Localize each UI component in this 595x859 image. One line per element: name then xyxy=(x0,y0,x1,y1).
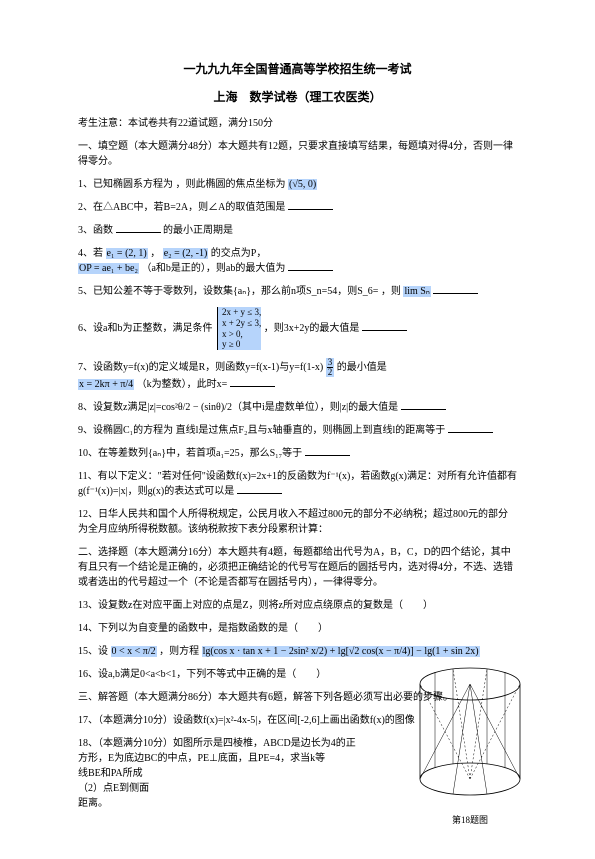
q5-lim: lim Sₙ xyxy=(403,286,430,297)
exam-note: 考生注意：本试卷共有22道试题，满分150分 xyxy=(78,116,517,131)
q4: 4、若 e₁ = (2, 1) ， e₂ = (2, -1) 的交点为P， OP… xyxy=(78,246,517,276)
q18-text-b: 线BE和PA所成 xyxy=(78,768,143,779)
section2-title: 二、选择题（本大题满分16分）本大题共有4题，每题都给出代号为A，B，C，D的四… xyxy=(78,545,517,590)
q6-text-b: ，则3x+2y的最大值是 xyxy=(264,323,360,334)
q6-c2: x + 2y ≤ 3, xyxy=(222,318,261,329)
q12-text-a: 12、日华人民共和国个人所得税规定，公民月收入不超过800元的部分不必纳税；超过… xyxy=(78,509,508,535)
q2: 2、在△ABC中，若B=2A，则∠A的取值范围是 xyxy=(78,200,517,215)
q13-text: 13、设复数z在对应平面上对应的点是Z，则将z所对应点绕原点的复数是（ ） xyxy=(78,600,433,611)
q1-highlight: (√5, 0) xyxy=(288,179,317,190)
q12: 12、日华人民共和国个人所得税规定，公民月收入不超过800元的部分不必纳税；超过… xyxy=(78,507,517,537)
q4-e1: e₁ = (2, 1) xyxy=(106,248,148,259)
q18-text-a: 18、（本题满分10分）如图所示是四棱椎，ABCD是边长为4的正方形，E为底边B… xyxy=(78,738,356,764)
q11-text-a: 11、有以下定义："若对任何"设函数f(x)=2x+1的反函数为f⁻¹(x)，若… xyxy=(78,471,517,497)
q6-c4: y ≥ 0 xyxy=(222,339,261,350)
q6-constraints: 2x + y ≤ 3, x + 2y ≤ 3, x > 0, y ≥ 0 xyxy=(217,307,261,350)
q8: 8、设复数z满足|z|=cos²θ/2 − (sinθ)/2（其中i是虚数单位）… xyxy=(78,400,517,415)
q10: 10、在等差数列{aₙ}中，若首项a₁=25，那么S₁₇等于 xyxy=(78,446,517,461)
q2-text-a: 2、在△ABC中，若B=2A，则∠A的取值范围是 xyxy=(78,202,285,213)
q3-text-b: 的最小正周期是 xyxy=(163,225,233,236)
q14: 14、下列以为自变量的函数中，是指数函数的是（ ） xyxy=(78,621,517,636)
q7-frac: 3 2 xyxy=(326,358,335,377)
q8-text-a: 8、设复数z满足|z|=cos²θ/2 − (sinθ)/2（其中i是虚数单位）… xyxy=(78,402,398,413)
q10-blank xyxy=(305,447,350,456)
q5: 5、已知公差不等于零数列，设数集{aₙ}，那么前n项S_n=54，则S_6= ，… xyxy=(78,284,517,299)
q4-blank xyxy=(288,262,333,271)
q18-text-d: 距离。 xyxy=(78,798,108,809)
q2-blank xyxy=(288,201,333,210)
q15-eq: lg(cos x · tan x + 1 − 2sin² x/2) + lg[√… xyxy=(202,646,480,657)
q1-text-a: 1、已知椭圆系方程为 xyxy=(78,179,173,190)
q11: 11、有以下定义："若对任何"设函数f(x)=2x+1的反函数为f⁻¹(x)，若… xyxy=(78,469,517,499)
q6-blank xyxy=(362,322,407,331)
q3-text-a: 3、函数 xyxy=(78,225,113,236)
q6-text-a: 6、设a和b为正整数，满足条件 xyxy=(78,323,212,334)
q4-text-d: （a和b是正的），则ab的最大值为 xyxy=(141,263,285,274)
q8-blank xyxy=(401,401,446,410)
q16-text: 16、设a,b满足0<a<b<1，下列不等式中正确的是（ ） xyxy=(78,669,326,680)
q7-text-a: 7、设函数y=f(x)的定义域是R，则函数y=f(x-1)与y=f(1-x) xyxy=(78,362,323,373)
q13: 13、设复数z在对应平面上对应的点是Z，则将z所对应点绕原点的复数是（ ） xyxy=(78,598,517,613)
q4-e2: e₂ = (2, -1) xyxy=(163,248,209,259)
q7-x2kpi: x = 2kπ + π/4 xyxy=(78,379,134,390)
q5-blank xyxy=(433,285,478,294)
q18-figure: 第18题图 xyxy=(405,659,535,809)
main-title: 一九九九年全国普通高等学校招生统一考试 xyxy=(78,60,517,78)
q6-c1: 2x + y ≤ 3, xyxy=(222,307,261,318)
figure-label: 第18题图 xyxy=(405,814,535,828)
q15-text-b: ，则方程 xyxy=(159,646,199,657)
subject-title: 上海 数学试卷（理工农医类） xyxy=(78,88,517,106)
q6-c3: x > 0, xyxy=(222,329,261,340)
q4-op: OP = ae₁ + be₂ xyxy=(78,263,139,274)
cylinder-icon xyxy=(405,659,535,809)
q7-blank xyxy=(230,378,275,387)
q15-text-a: 15、设 xyxy=(78,646,108,657)
q7-text-b: 的最小值是 xyxy=(337,362,387,373)
q17-text: 17、（本题满分10分）设函数f(x)=|x²-4x-5|，在区间[-2,6]上… xyxy=(78,715,415,726)
page: 一九九九年全国普通高等学校招生统一考试 上海 数学试卷（理工农医类） 考生注意：… xyxy=(0,0,595,859)
q4-text-b: 的交点为P， xyxy=(211,248,267,259)
q9-text-a: 9、设椭圆C₁的方程为 xyxy=(78,425,173,436)
q6: 6、设a和b为正整数，满足条件 2x + y ≤ 3, x + 2y ≤ 3, … xyxy=(78,307,517,350)
q9-blank xyxy=(448,424,493,433)
q1-text-b: ，则此椭圆的焦点坐标为 xyxy=(176,179,286,190)
q7-text-c: （k为整数），此时x= xyxy=(137,379,228,390)
q3: 3、函数 的最小正周期是 xyxy=(78,223,517,238)
q18: 18、（本题满分10分）如图所示是四棱椎，ABCD是边长为4的正方形，E为底边B… xyxy=(78,736,358,811)
q18-text-c: （2）点E到侧面 xyxy=(78,783,149,794)
q15: 15、设 0 < x < π/2 ，则方程 lg(cos x · tan x +… xyxy=(78,644,517,659)
q10-text-a: 10、在等差数列{aₙ}中，若首项a₁=25，那么S₁₇等于 xyxy=(78,448,302,459)
q4-text-a: 4、若 xyxy=(78,248,103,259)
q9-text-b: 直线l是过焦点F₂且与x轴垂直的，则椭圆上到直线l的距离等于 xyxy=(176,425,446,436)
q5-text-b: ，则 xyxy=(381,286,401,297)
q9: 9、设椭圆C₁的方程为 直线l是过焦点F₂且与x轴垂直的，则椭圆上到直线l的距离… xyxy=(78,423,517,438)
q14-text: 14、下列以为自变量的函数中，是指数函数的是（ ） xyxy=(78,623,328,634)
section1-title: 一、填空题（本大题满分48分）本大题共有12题，只要求直接填写结果，每题填对得4… xyxy=(78,139,517,169)
q3-blank xyxy=(116,224,161,233)
q15-range: 0 < x < π/2 xyxy=(111,646,157,657)
q4-sep: ， xyxy=(150,248,160,259)
q11-blank xyxy=(237,485,282,494)
q7-frac-d: 2 xyxy=(327,368,334,377)
q7: 7、设函数y=f(x)的定义域是R，则函数y=f(x-1)与y=f(1-x) 3… xyxy=(78,358,517,392)
q5-text-a: 5、已知公差不等于零数列，设数集{aₙ}，那么前n项S_n=54，则S_6= xyxy=(78,286,378,297)
q1: 1、已知椭圆系方程为 ，则此椭圆的焦点坐标为 (√5, 0) xyxy=(78,177,517,192)
